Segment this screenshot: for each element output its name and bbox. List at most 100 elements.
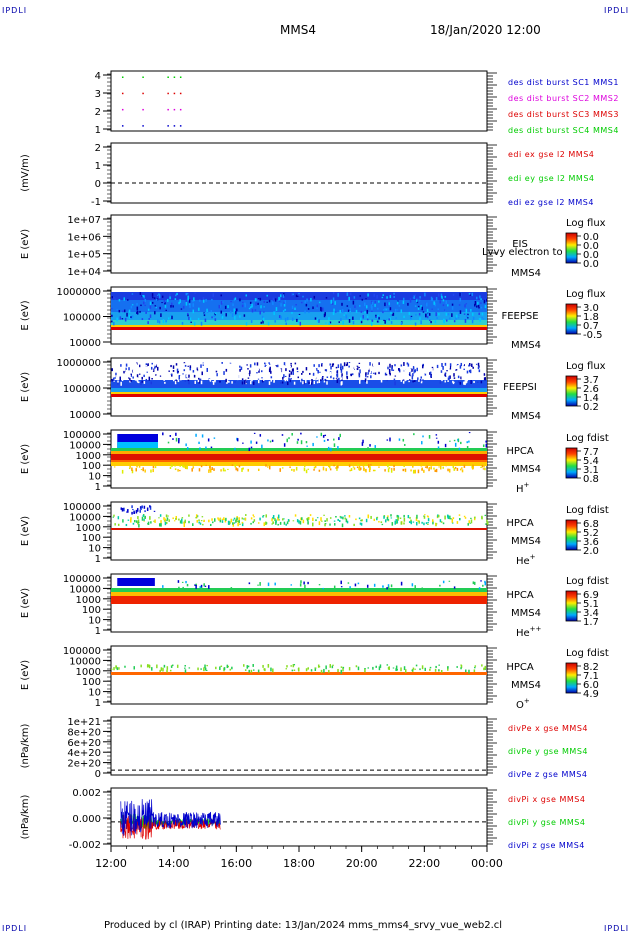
colorbar-label: 5.4 (583, 456, 599, 467)
spacecraft-label: MMS4 (511, 680, 541, 691)
spectrogram (111, 505, 489, 530)
y-tick-label: 0 (95, 769, 101, 780)
burst-marker (142, 125, 144, 127)
spacecraft-label: MMS4 (511, 608, 541, 619)
y-axis-label: (nPa/km) (20, 724, 31, 769)
panel-frame (110, 142, 488, 204)
colorbar-title: Log flux (566, 289, 606, 300)
colorbar-label: 3.6 (583, 537, 599, 548)
colorbar-label: 3.1 (583, 465, 599, 476)
spectrogram (111, 578, 487, 604)
right-tick-comb (487, 72, 497, 131)
species-label: He++ (516, 625, 542, 639)
legend-entry: edi ey gse l2 MMS4 (508, 174, 595, 183)
date-time-label: 18/Jan/2020 12:00 (430, 23, 541, 37)
right-tick-comb (487, 431, 497, 487)
y-tick-label: 1e+21 (67, 717, 101, 728)
colorbar-gradient (565, 590, 578, 622)
x-tick-label: 18:00 (283, 857, 315, 870)
burst-marker (173, 125, 176, 127)
y-tick-label: 1 (95, 482, 101, 493)
colorbar-label: 3.4 (583, 608, 599, 619)
instrument-label: HPCA (506, 590, 534, 601)
legend-entry: divPi x gse MMS4 (508, 795, 585, 804)
y-tick-label: 4 (95, 71, 101, 82)
burst-marker (179, 125, 182, 127)
colorbar-label: 6.0 (583, 680, 599, 691)
species-label: He+ (516, 553, 536, 567)
spectrogram (111, 664, 487, 675)
y-tick-label: 1e+07 (67, 215, 101, 226)
burst-marker (121, 125, 124, 127)
colorbar-gradient (565, 232, 578, 264)
right-tick-comb (487, 359, 497, 415)
instrument-label: EIS (512, 239, 528, 250)
y-axis-label: (nPa/km) (20, 795, 31, 840)
burst-marker (173, 92, 176, 95)
y-tick-label: 1000000 (56, 358, 101, 369)
divpi-trace-0 (120, 814, 221, 840)
burst-marker (142, 92, 144, 95)
colorbar-gradient (565, 447, 578, 479)
colorbar-gradient (565, 375, 578, 407)
colorbar-title: Log fdist (566, 505, 609, 516)
y-tick-label: 1 (95, 125, 101, 136)
colorbar-label: 7.7 (583, 447, 599, 458)
colorbar-label: 0.0 (583, 250, 599, 261)
y-tick-label: 1e+06 (67, 232, 101, 243)
burst-marker (167, 125, 169, 127)
legend-entry: divPe z gse MMS4 (508, 770, 587, 779)
colorbar-label: 0.0 (583, 232, 599, 243)
y-tick-label: 10 (88, 688, 101, 699)
legend-entry: des dist burst SC2 MMS2 (508, 94, 619, 103)
colorbar-title: Log fdist (566, 576, 609, 587)
right-tick-comb (487, 216, 497, 272)
y-tick-label: -0.002 (69, 840, 101, 851)
y-tick-label: 0.000 (72, 814, 101, 825)
burst-marker (121, 92, 124, 95)
y-tick-label: 10000 (69, 656, 101, 667)
legend-entry: divPi y gse MMS4 (508, 818, 585, 827)
y-tick-label: 1 (95, 161, 101, 172)
panel-frame (110, 501, 488, 561)
spectrogram (111, 292, 488, 330)
right-tick-comb (487, 144, 497, 203)
y-tick-label: 10000 (69, 512, 101, 523)
instrument-label: HPCA (506, 662, 534, 673)
right-tick-comb (487, 288, 497, 344)
burst-marker (142, 108, 144, 111)
y-tick-label: 10000 (69, 584, 101, 595)
colorbar-label: 5.1 (583, 599, 599, 610)
colorbar-title: Log flux (566, 218, 606, 229)
y-tick-label: 100000 (63, 502, 101, 513)
y-tick-label: 6e+20 (67, 738, 101, 749)
y-tick-label: 100000 (63, 646, 101, 657)
corner-label-top-left: IPDLI (2, 6, 28, 15)
burst-block (117, 578, 155, 586)
y-tick-label: 8e+20 (67, 727, 101, 738)
spectrogram (111, 432, 488, 474)
instrument-label: HPCA (506, 446, 534, 457)
y-tick-label: 100 (82, 677, 101, 688)
colorbar-label: 0.7 (583, 321, 599, 332)
legend-entry: des dist burst SC4 MMS4 (508, 126, 619, 135)
y-tick-label: 100 (82, 533, 101, 544)
colorbar-label: -0.5 (583, 330, 603, 341)
y-tick-label: 0 (95, 179, 101, 190)
burst-marker (179, 92, 182, 95)
y-tick-label: 10 (88, 616, 101, 627)
y-tick-label: 1e+05 (67, 250, 101, 261)
y-tick-label: 1000 (76, 595, 101, 606)
y-tick-label: 4e+20 (67, 748, 101, 759)
y-tick-label: 1 (95, 554, 101, 565)
y-tick-label: 1e+04 (67, 267, 101, 278)
panel-frame (110, 214, 488, 274)
colorbar-label: 5.2 (583, 528, 599, 539)
y-tick-label: 100 (82, 461, 101, 472)
y-tick-label: 100000 (63, 384, 101, 395)
y-tick-label: 10000 (69, 410, 101, 421)
y-tick-label: 0.002 (72, 788, 101, 799)
burst-marker (142, 76, 144, 78)
y-tick-label: -1 (91, 197, 101, 208)
colorbar-label: 3.0 (583, 303, 599, 314)
